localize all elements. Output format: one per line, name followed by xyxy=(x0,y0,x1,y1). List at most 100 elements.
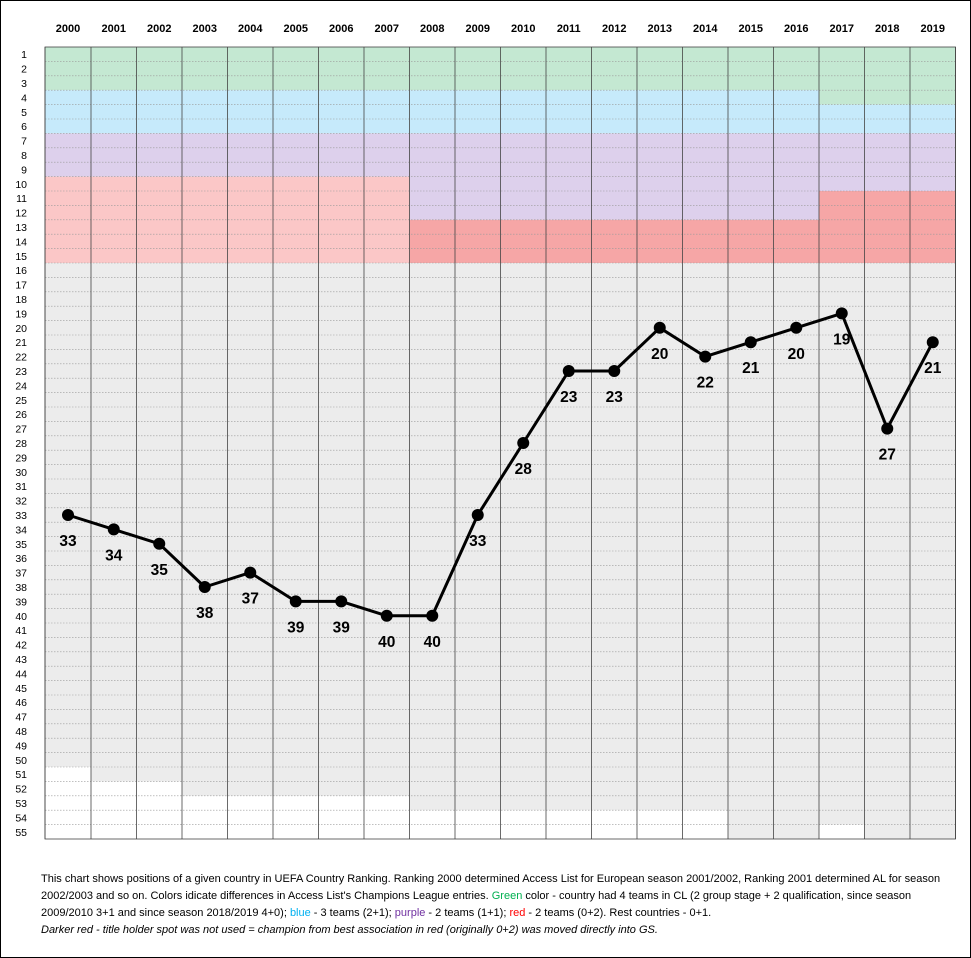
band-gray-2011 xyxy=(546,263,592,811)
y-tick-label: 28 xyxy=(15,438,27,450)
caption-purple-text: - 2 teams (1+1); xyxy=(425,907,510,919)
band-blue-2005 xyxy=(273,90,319,134)
y-tick-label: 11 xyxy=(16,193,27,205)
data-point xyxy=(881,422,894,435)
x-tick-label: 2012 xyxy=(602,23,626,35)
band-green-2007 xyxy=(364,47,410,91)
band-blue-2011 xyxy=(546,90,592,134)
band-gray-2012 xyxy=(591,263,637,811)
band-dark_red-2019 xyxy=(910,191,956,263)
ranking-line-chart: 1234567891011121314151617181920212223242… xyxy=(15,23,956,840)
caption-green-word: Green xyxy=(491,890,523,902)
band-dark_red-2018 xyxy=(864,191,910,263)
caption-red-word: red xyxy=(509,907,526,919)
band-green-2017 xyxy=(819,47,865,105)
band-green-2012 xyxy=(591,47,637,91)
band-dark_red-2014 xyxy=(682,219,728,263)
data-point xyxy=(471,509,484,521)
y-tick-label: 24 xyxy=(15,380,27,392)
band-blue-2012 xyxy=(591,90,637,134)
x-tick-label: 2001 xyxy=(102,23,126,35)
y-tick-label: 45 xyxy=(15,683,27,695)
x-tick-label: 2002 xyxy=(147,23,171,35)
band-blue-2002 xyxy=(136,90,182,134)
x-tick-label: 2003 xyxy=(193,23,217,35)
data-label: 23 xyxy=(560,389,578,406)
band-purple-2007 xyxy=(364,133,410,177)
band-blue-2008 xyxy=(409,90,455,134)
band-gray-2013 xyxy=(637,263,683,811)
data-point xyxy=(790,321,803,334)
data-point xyxy=(699,350,712,363)
band-purple-2000 xyxy=(45,133,91,177)
y-tick-label: 15 xyxy=(15,251,27,263)
band-dark_red-2009 xyxy=(455,219,501,263)
y-tick-label: 22 xyxy=(15,352,27,364)
y-tick-label: 25 xyxy=(15,395,27,407)
band-gray-2001 xyxy=(91,263,137,782)
band-green-2005 xyxy=(273,47,319,91)
data-label: 40 xyxy=(424,634,441,651)
y-tick-label: 20 xyxy=(15,323,27,335)
band-purple-2004 xyxy=(227,133,273,177)
data-point xyxy=(926,336,939,349)
band-green-2016 xyxy=(773,47,819,91)
y-tick-label: 8 xyxy=(21,150,27,162)
band-red-2001 xyxy=(91,176,137,263)
x-tick-label: 2016 xyxy=(784,23,808,35)
band-green-2009 xyxy=(455,47,501,91)
y-tick-label: 43 xyxy=(15,654,27,666)
band-green-2006 xyxy=(318,47,364,91)
x-tick-label: 2006 xyxy=(329,23,353,35)
y-tick-label: 40 xyxy=(15,611,27,623)
data-label: 27 xyxy=(879,447,896,464)
band-green-2018 xyxy=(864,47,910,105)
band-gray-2006 xyxy=(318,263,364,796)
data-label: 21 xyxy=(924,360,942,377)
band-blue-2000 xyxy=(45,90,91,134)
band-red-2000 xyxy=(45,176,91,263)
data-label: 33 xyxy=(469,533,487,550)
data-label: 37 xyxy=(242,591,259,608)
band-purple-2011 xyxy=(546,133,592,220)
data-point xyxy=(380,609,393,622)
y-tick-label: 42 xyxy=(15,640,27,652)
y-tick-label: 44 xyxy=(15,668,27,680)
band-dark_red-2010 xyxy=(500,219,546,263)
x-tick-label: 2010 xyxy=(511,23,535,35)
x-tick-label: 2018 xyxy=(875,23,899,35)
y-tick-label: 14 xyxy=(15,236,27,248)
caption-note: Darker red - title holder spot was not u… xyxy=(41,924,658,936)
y-tick-label: 30 xyxy=(15,467,27,479)
caption-red-text: - 2 teams (0+2). Rest countries - 0+1. xyxy=(525,907,712,919)
data-label: 22 xyxy=(697,375,714,392)
band-blue-2007 xyxy=(364,90,410,134)
y-tick-label: 26 xyxy=(15,409,27,421)
y-tick-label: 6 xyxy=(21,121,27,133)
y-tick-label: 19 xyxy=(15,308,27,320)
x-tick-label: 2005 xyxy=(284,23,308,35)
band-green-2011 xyxy=(546,47,592,91)
y-tick-label: 36 xyxy=(15,553,27,565)
band-blue-2016 xyxy=(773,90,819,134)
data-label: 38 xyxy=(196,605,214,622)
data-point xyxy=(335,595,348,608)
band-green-2004 xyxy=(227,47,273,91)
y-tick-label: 4 xyxy=(21,92,27,104)
data-label: 28 xyxy=(515,461,533,478)
y-tick-label: 27 xyxy=(15,424,27,436)
caption-green-text: color - country had 4 teams in CL (2 gro… xyxy=(41,890,912,919)
band-green-2019 xyxy=(910,47,956,105)
x-tick-label: 2007 xyxy=(375,23,399,35)
y-tick-label: 32 xyxy=(15,496,27,508)
data-point xyxy=(289,595,302,608)
plot-border xyxy=(44,46,956,840)
data-label: 19 xyxy=(833,331,851,348)
band-blue-2013 xyxy=(637,90,683,134)
x-tick-label: 2000 xyxy=(56,23,80,35)
band-purple-2017 xyxy=(819,133,865,191)
band-purple-2012 xyxy=(591,133,637,220)
y-tick-label: 48 xyxy=(15,726,27,738)
band-green-2015 xyxy=(728,47,774,91)
data-point xyxy=(608,365,621,377)
